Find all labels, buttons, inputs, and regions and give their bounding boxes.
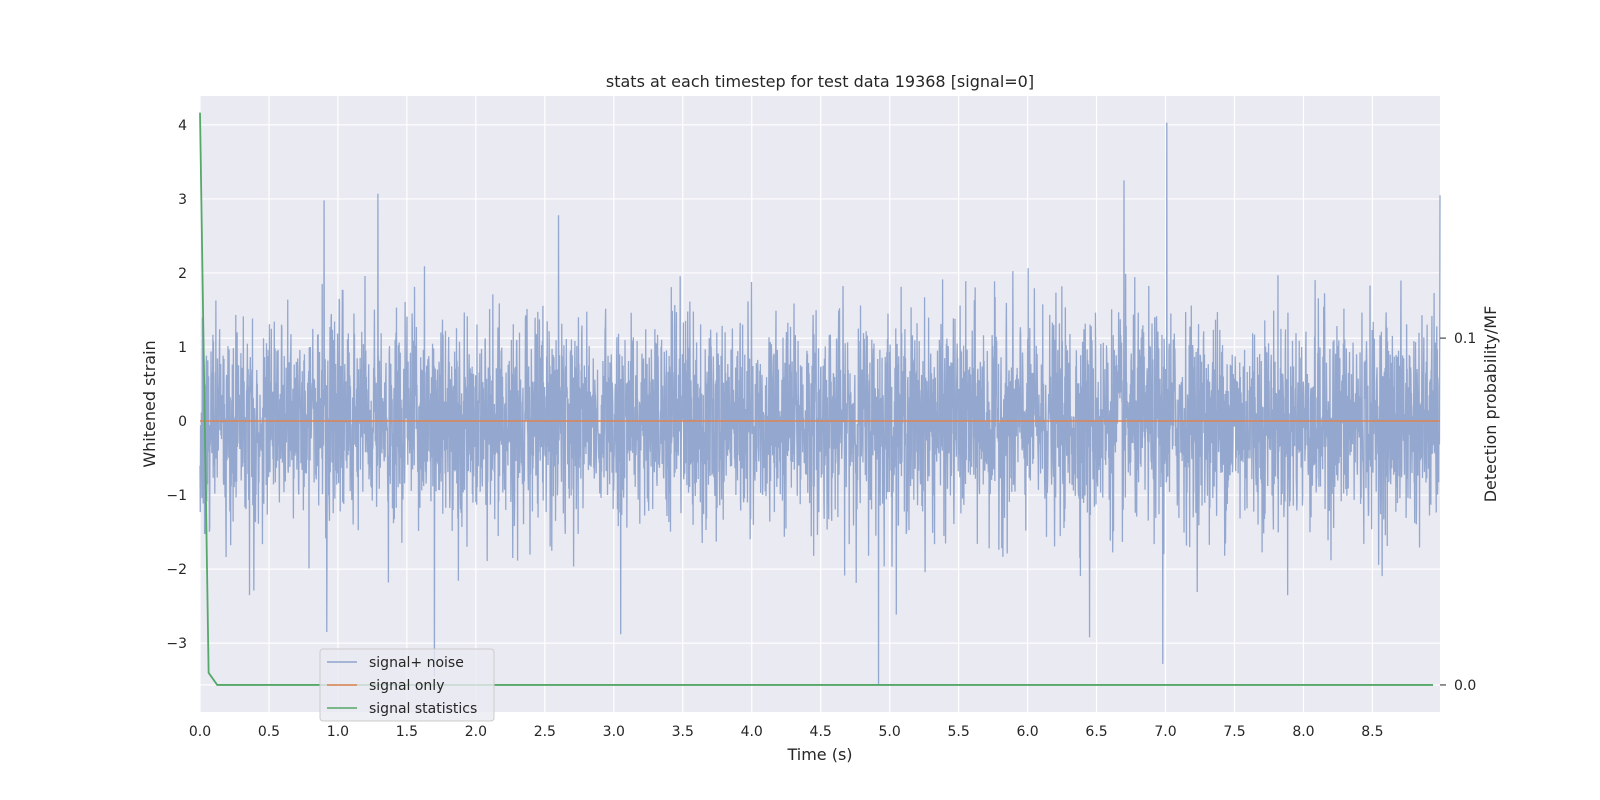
x-tick-label: 4.5 xyxy=(810,724,832,740)
y2-axis-ticks: 0.0 0.1 xyxy=(1440,331,1476,694)
y2-tick-label: 0.0 xyxy=(1454,678,1476,694)
x-tick-label: 2.5 xyxy=(534,724,556,740)
x-tick-label: 8.5 xyxy=(1361,724,1383,740)
x-tick-label: 7.0 xyxy=(1154,724,1176,740)
y-tick-label: −3 xyxy=(166,636,187,652)
legend-box xyxy=(319,648,495,722)
signal-noise-series xyxy=(199,122,1441,684)
x-tick-label: 3.0 xyxy=(603,724,625,740)
y-tick-label: 4 xyxy=(178,118,187,134)
x-tick-label: 7.5 xyxy=(1223,724,1245,740)
x-tick-label: 0.5 xyxy=(258,724,280,740)
y2-tick-label: 0.1 xyxy=(1454,331,1476,347)
legend-label-signal-statistics: signal statistics xyxy=(369,701,477,717)
x-tick-label: 0.0 xyxy=(189,724,211,740)
y2-axis-label: Detection probability/MF xyxy=(1481,306,1500,503)
x-axis-label: Time (s) xyxy=(786,745,852,764)
legend-label-signal-only: signal only xyxy=(369,678,444,694)
x-tick-label: 5.0 xyxy=(879,724,901,740)
y-tick-label: −1 xyxy=(166,488,187,504)
y-tick-label: 1 xyxy=(178,340,187,356)
x-tick-label: 1.5 xyxy=(396,724,418,740)
y-tick-label: 2 xyxy=(178,266,187,282)
y-tick-label: 0 xyxy=(178,414,187,430)
signal-noise-line xyxy=(199,122,1441,684)
x-tick-label: 4.0 xyxy=(741,724,763,740)
x-axis-ticks: 0.0 0.5 1.0 1.5 2.0 2.5 3.0 3.5 4.0 4.5 5.0 5.5 6.0 6… xyxy=(189,724,1384,740)
x-tick-label: 8.0 xyxy=(1292,724,1314,740)
x-tick-label: 1.0 xyxy=(327,724,349,740)
y-axis-label: Whitened strain xyxy=(140,340,159,467)
x-tick-label: 5.5 xyxy=(947,724,969,740)
legend: signal+ noise signal only signal statist… xyxy=(319,648,495,722)
y-tick-label: −2 xyxy=(166,562,187,578)
x-tick-label: 6.0 xyxy=(1016,724,1038,740)
chart-title: stats at each timestep for test data 193… xyxy=(606,72,1034,91)
y-axis-ticks: −3 −2 −1 0 1 2 3 4 xyxy=(166,118,187,652)
x-tick-label: 3.5 xyxy=(672,724,694,740)
y-tick-label: 3 xyxy=(178,192,187,208)
legend-label-signal-noise: signal+ noise xyxy=(369,655,464,671)
x-tick-label: 2.0 xyxy=(465,724,487,740)
x-tick-label: 6.5 xyxy=(1085,724,1107,740)
